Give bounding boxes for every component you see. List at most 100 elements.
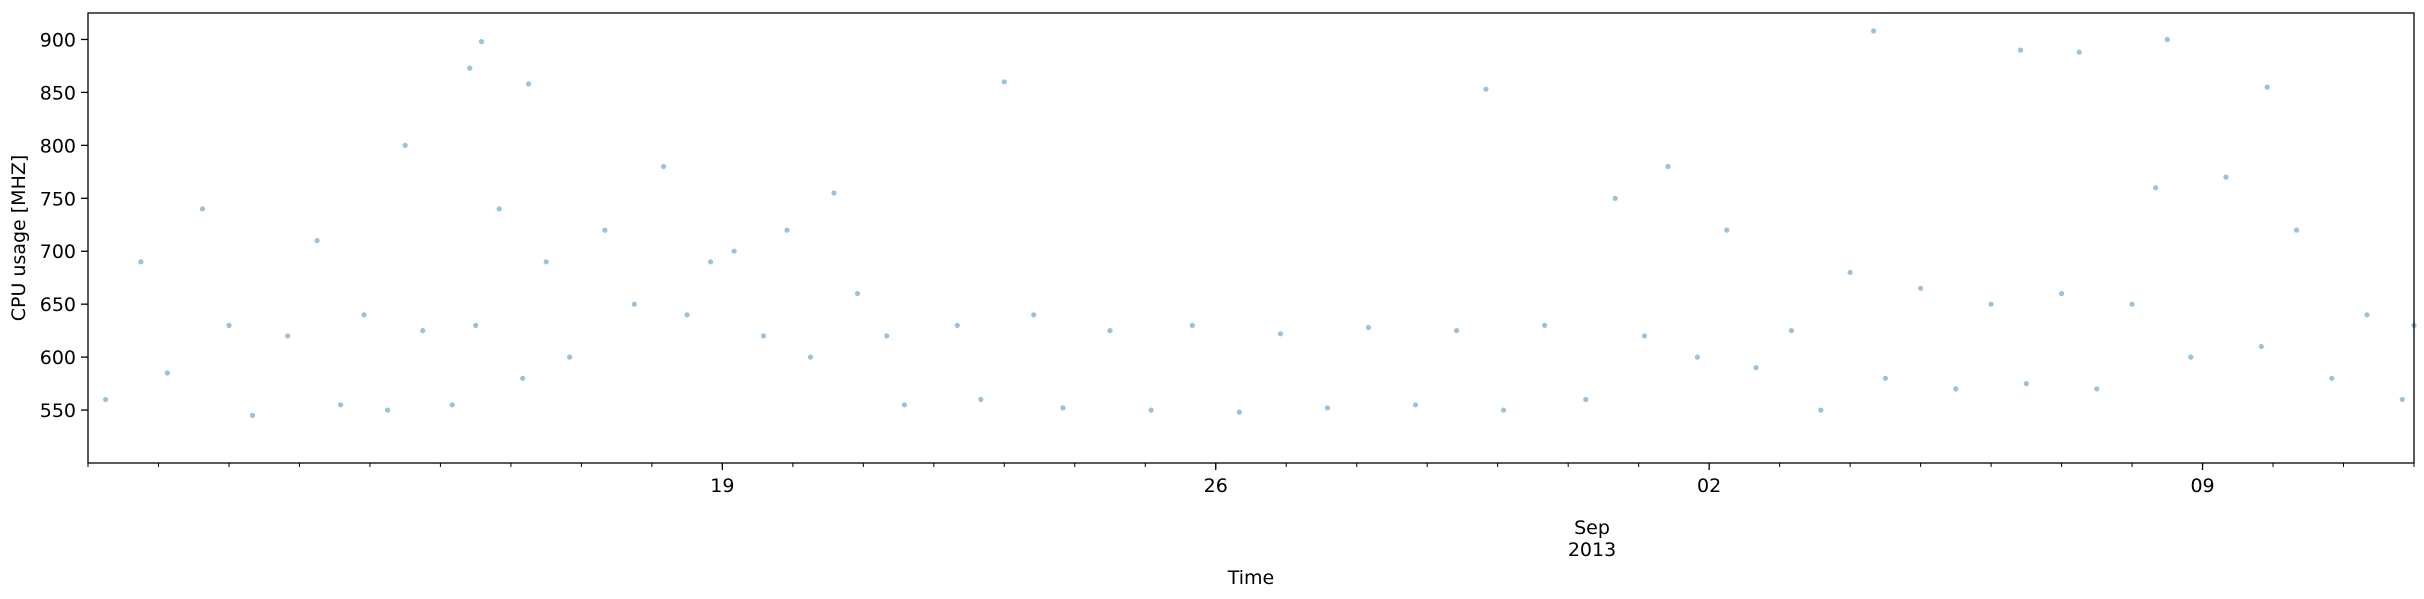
data-point: [1665, 163, 1671, 170]
x-axis: 19 26 02 09: [87, 463, 2415, 497]
data-point: [1236, 409, 1242, 415]
data-point: [478, 39, 485, 45]
data-point: [1612, 195, 1618, 201]
data-point: [1953, 386, 1959, 392]
y-tick-label: 550: [40, 400, 76, 422]
data-point: [884, 333, 890, 339]
data-point: [1060, 405, 1066, 411]
data-point: [314, 238, 320, 244]
x-tick-label: 02: [1697, 475, 1721, 497]
data-point: [602, 227, 608, 233]
data-point: [684, 312, 690, 318]
data-point: [567, 354, 573, 360]
data-point: [854, 291, 861, 297]
y-tick-label: 650: [40, 294, 76, 316]
data-point: [1031, 312, 1037, 318]
x-axis-title: Time: [1227, 567, 1275, 589]
data-point: [402, 142, 408, 148]
data-point: [2329, 375, 2335, 381]
data-point: [1871, 28, 1877, 34]
data-point: [1753, 365, 1759, 371]
data-point: [807, 354, 814, 360]
data-point: [2076, 49, 2082, 55]
data-point: [361, 312, 367, 318]
data-point: [2364, 312, 2370, 318]
data-point: [2059, 291, 2065, 297]
data-point: [760, 333, 767, 339]
data-point: [2094, 386, 2100, 392]
data-point: [226, 322, 232, 328]
x-secondary-label-month: Sep: [1574, 517, 1610, 539]
data-point: [1412, 402, 1419, 408]
y-tick-label: 750: [40, 188, 76, 210]
data-point: [285, 333, 291, 339]
data-point: [901, 402, 908, 408]
y-tick-label: 600: [40, 347, 76, 369]
data-point: [467, 65, 473, 71]
data-point: [1583, 396, 1589, 403]
data-point: [2017, 47, 2024, 53]
data-point: [1694, 354, 1700, 360]
data-point: [249, 412, 256, 418]
data-point: [2399, 396, 2405, 403]
data-point: [449, 402, 455, 408]
data-point: [2188, 354, 2194, 360]
data-point: [1818, 407, 1824, 413]
data-point: [1365, 324, 1372, 331]
data-point: [2223, 174, 2229, 180]
data-point: [496, 206, 502, 212]
data-point: [2293, 227, 2300, 233]
data-point: [1148, 407, 1154, 413]
x-tick-label: 19: [710, 475, 734, 497]
y-axis-title: CPU usage [MHZ]: [8, 155, 30, 322]
plot-area-frame: [87, 12, 2415, 464]
data-point: [520, 375, 526, 381]
data-point: [1324, 405, 1330, 411]
data-point: [2258, 343, 2264, 350]
data-point: [543, 259, 549, 265]
data-point: [164, 370, 170, 376]
data-point: [1847, 269, 1853, 275]
data-point: [1189, 322, 1195, 328]
x-secondary-label-year: 2013: [1568, 539, 1616, 561]
data-point: [1988, 301, 1994, 307]
y-tick-label: 800: [40, 135, 76, 157]
data-point: [784, 227, 790, 233]
data-points: [103, 28, 2417, 418]
data-point: [1107, 328, 1113, 334]
y-axis: 550 600 650 700 750 800 850 900: [40, 29, 88, 422]
data-point: [1454, 328, 1460, 334]
data-point: [1001, 79, 1007, 85]
data-point: [1882, 375, 1888, 381]
data-point: [420, 328, 426, 334]
data-point: [2129, 301, 2135, 307]
data-point: [1788, 328, 1794, 334]
y-tick-label: 850: [40, 82, 76, 104]
data-point: [2023, 381, 2029, 387]
plot-area-background: [88, 13, 2414, 463]
data-point: [385, 407, 391, 413]
y-tick-label: 900: [40, 29, 76, 51]
data-point: [1483, 86, 1489, 92]
data-point: [199, 206, 206, 212]
data-point: [1542, 322, 1548, 328]
data-point: [1724, 227, 1730, 233]
data-point: [1918, 285, 1924, 291]
data-point: [138, 259, 144, 265]
data-point: [731, 248, 737, 254]
data-point: [661, 163, 667, 170]
data-point: [954, 322, 960, 328]
data-point: [338, 402, 344, 408]
data-point: [2264, 84, 2270, 90]
data-point: [103, 396, 109, 403]
data-point: [708, 259, 714, 265]
data-point: [1277, 331, 1283, 337]
data-point: [1641, 333, 1648, 339]
data-point: [831, 190, 837, 196]
data-point: [631, 301, 637, 307]
data-point: [525, 81, 532, 87]
x-tick-label: 26: [1204, 475, 1228, 497]
data-point: [473, 322, 479, 328]
data-point: [1501, 407, 1507, 413]
